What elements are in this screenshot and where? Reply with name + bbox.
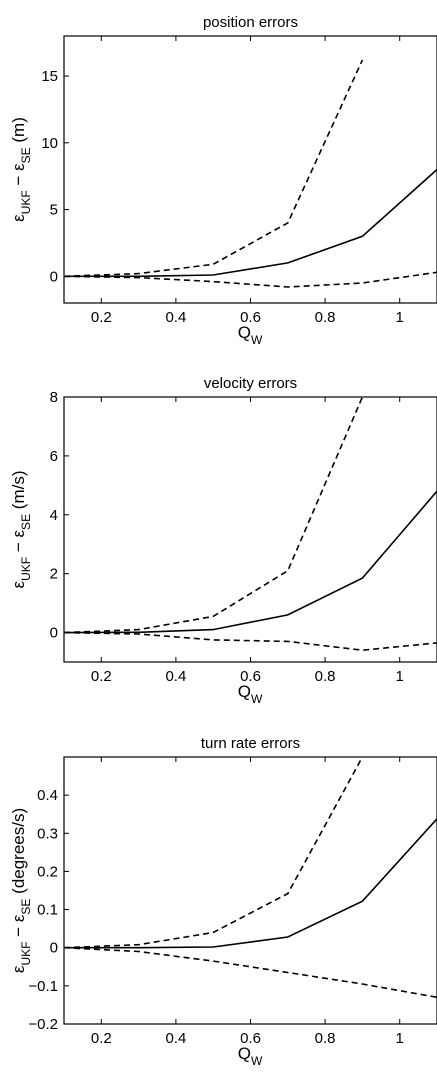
y-axis-label: εUKF − εSE (degrees/s) xyxy=(9,808,33,973)
x-label-subscript: W xyxy=(251,692,263,706)
dashed-series-line-3 xyxy=(64,946,437,999)
y-label-subscript-se: SE xyxy=(19,899,33,915)
x-label-subscript: W xyxy=(251,1054,263,1068)
y-tick-label: 6 xyxy=(50,448,58,465)
axes-box xyxy=(63,756,437,1025)
x-label-main: Q xyxy=(238,1044,251,1063)
y-tick-label: 0.1 xyxy=(37,902,58,919)
x-tick-label: 0.4 xyxy=(165,309,186,326)
x-tick-label: 0.6 xyxy=(240,1030,261,1047)
x-tick-label: 0.4 xyxy=(165,1030,186,1047)
y-label-subscript-se: SE xyxy=(19,147,33,163)
x-tick-label: 0.8 xyxy=(315,1030,336,1047)
x-tick-label: 0.2 xyxy=(91,1030,112,1047)
x-label-subscript: W xyxy=(251,333,263,347)
y-label-minus: − xyxy=(9,922,28,941)
y-label-epsilon-2: ε xyxy=(9,530,28,538)
y-label-minus: − xyxy=(9,538,28,557)
y-tick-label: −0.1 xyxy=(28,978,58,995)
dashed-series-line-2 xyxy=(64,59,364,278)
solid-series-line-1 xyxy=(64,818,437,949)
y-tick-label: 0.4 xyxy=(37,787,58,804)
axes-box xyxy=(63,35,437,304)
y-label-unit: (degrees/s) xyxy=(9,808,28,899)
dashed-series-line-2 xyxy=(64,397,364,634)
y-tick-label: 0 xyxy=(50,268,58,285)
y-tick-label: 10 xyxy=(41,135,58,152)
x-tick-label: 1 xyxy=(396,1030,404,1047)
solid-series-line-1 xyxy=(64,168,437,278)
chart-title: position errors xyxy=(203,14,298,31)
y-axis-label: εUKF − εSE (m/s) xyxy=(9,470,33,588)
y-tick-label: 8 xyxy=(50,389,58,406)
y-label-subscript-se: SE xyxy=(19,514,33,530)
x-label-main: Q xyxy=(238,682,251,701)
solid-series-line-1 xyxy=(64,490,437,634)
y-label-subscript-ukf: UKF xyxy=(19,190,33,214)
x-axis-label: QW xyxy=(238,1044,263,1068)
y-axis-label: εUKF − εSE (m) xyxy=(9,117,33,222)
x-axis-label: QW xyxy=(238,323,263,347)
y-tick-label: 0 xyxy=(50,625,58,642)
x-tick-label: 0.2 xyxy=(91,668,112,685)
y-tick-label: 0.3 xyxy=(37,825,58,842)
dashed-series-line-3 xyxy=(64,631,437,652)
x-axis-label: QW xyxy=(238,682,263,706)
y-tick-label: 0.2 xyxy=(37,863,58,880)
y-tick-label: 2 xyxy=(50,566,58,583)
y-tick-label: 5 xyxy=(50,202,58,219)
y-tick-label: 4 xyxy=(50,507,58,524)
dashed-series-line-2 xyxy=(64,757,364,949)
x-tick-label: 0.8 xyxy=(315,309,336,326)
x-tick-label: 0.6 xyxy=(240,309,261,326)
x-tick-label: 1 xyxy=(396,668,404,685)
y-label-epsilon: ε xyxy=(9,581,28,589)
chart-panel-3: 0.2 0.4 0.6 0.8 1 −0.2 −0.1 0 0.1 0.2 0.3 0.4 turn r… xyxy=(9,735,437,1068)
chart-title: turn rate errors xyxy=(201,735,300,752)
y-label-epsilon-2: ε xyxy=(9,914,28,922)
y-tick-label: 15 xyxy=(41,68,58,85)
y-label-epsilon-2: ε xyxy=(9,163,28,171)
x-tick-label: 0.4 xyxy=(165,668,186,685)
y-label-subscript-ukf: UKF xyxy=(19,557,33,581)
x-tick-label: 0.2 xyxy=(91,309,112,326)
y-label-minus: − xyxy=(9,171,28,190)
x-tick-label: 1 xyxy=(396,309,404,326)
x-label-main: Q xyxy=(238,323,251,342)
y-label-epsilon: ε xyxy=(9,214,28,222)
chart-title: velocity errors xyxy=(204,375,297,392)
x-tick-label: 0.6 xyxy=(240,668,261,685)
y-label-epsilon: ε xyxy=(9,965,28,973)
x-tick-label: 0.8 xyxy=(315,668,336,685)
dashed-series-line-3 xyxy=(64,271,437,288)
y-tick-label: 0 xyxy=(50,940,58,957)
y-tick-label: −0.2 xyxy=(28,1016,58,1033)
y-label-unit: (m) xyxy=(9,117,28,147)
y-label-unit: (m/s) xyxy=(9,470,28,513)
y-label-subscript-ukf: UKF xyxy=(19,942,33,966)
